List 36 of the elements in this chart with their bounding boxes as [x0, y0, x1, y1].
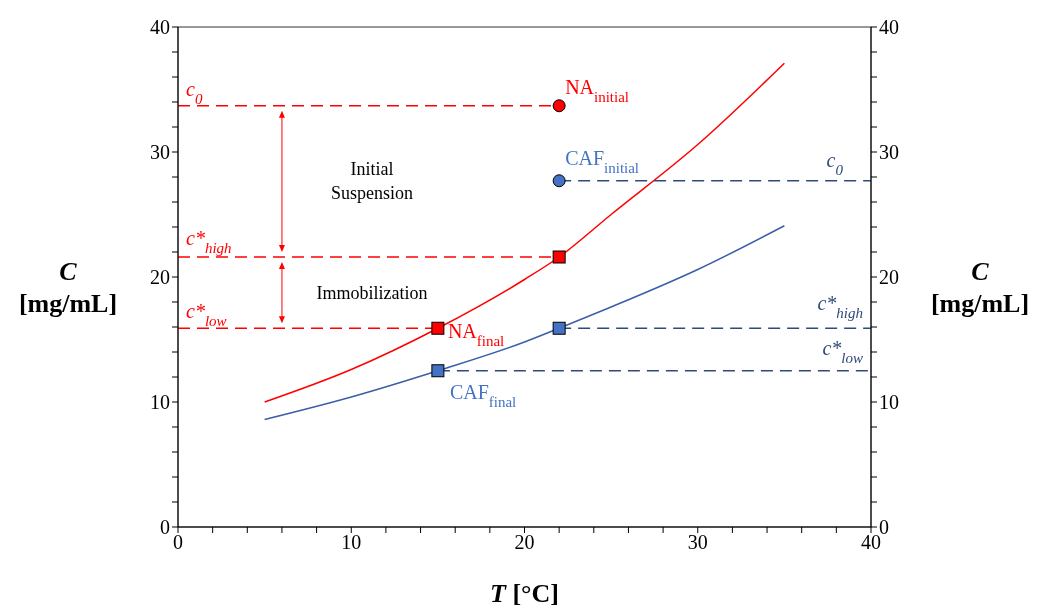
x-tick-label: 10: [341, 531, 362, 554]
x-axis-title: T [°C]: [490, 579, 559, 608]
point: [552, 174, 566, 188]
annotation: Immobilization: [316, 282, 428, 303]
y2-tick-label: 0: [879, 516, 889, 539]
point: [552, 321, 566, 335]
series-label: CAF$_{initial}$: [565, 146, 640, 176]
x-tick-label: 20: [514, 531, 535, 554]
y-tick-label: 0: [160, 516, 170, 539]
point: [552, 250, 566, 264]
point: [552, 99, 566, 113]
y-tick-label: 10: [150, 391, 170, 414]
line-series: [263, 225, 786, 421]
y2-axis-title: C [mg/mL]: [930, 257, 1030, 318]
series-label: c$_{0}$: [186, 77, 203, 107]
y2-tick-label: 10: [879, 391, 899, 414]
series-label: NA$_{final}$: [447, 320, 505, 350]
series-label: c*$_{high}$: [817, 292, 863, 322]
series-label: c*$_{low}$: [186, 300, 227, 330]
series-label: CAF$_{final}$: [449, 380, 517, 410]
point: [431, 364, 445, 378]
annotation: Initial Suspension: [330, 159, 413, 204]
y-tick-label: 40: [150, 16, 170, 39]
series-label: c*$_{low}$: [822, 336, 863, 366]
y2-tick-label: 40: [879, 16, 899, 39]
y-tick-label: 20: [150, 266, 170, 289]
x-tick-label: 40: [861, 531, 881, 554]
x-tick-label: 30: [687, 531, 708, 554]
legend-label: c*$_{high}$: [186, 227, 232, 256]
y-tick-label: 30: [150, 141, 170, 164]
y2-tick-label: 30: [879, 141, 899, 164]
y2-tick-label: 20: [879, 266, 899, 289]
point: [431, 321, 445, 335]
series-label: NA$_{initial}$: [565, 75, 630, 105]
y-axis-title: C [mg/mL]: [18, 257, 118, 318]
series-label: c$_{0}$: [826, 148, 844, 178]
